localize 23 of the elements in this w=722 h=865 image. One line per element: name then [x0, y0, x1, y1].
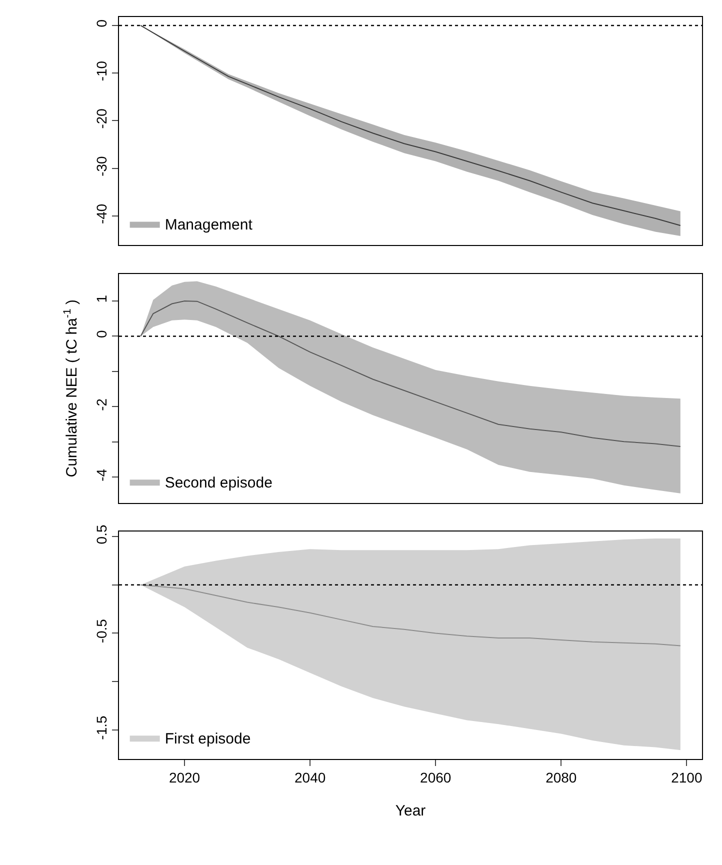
y-tick-label: -2 — [93, 398, 110, 411]
y-tick-label: 0.5 — [93, 524, 110, 544]
y-tick-label: -40 — [93, 204, 110, 224]
x-tick-label: 2020 — [168, 770, 200, 786]
y-tick-label: 1 — [93, 294, 110, 303]
y-tick-label: 0 — [93, 330, 110, 338]
y-tick-label: -1.5 — [93, 715, 110, 740]
y-tick-label: -4 — [93, 468, 110, 482]
legend-label: First episode — [164, 730, 251, 748]
x-tick-label: 2100 — [671, 770, 702, 786]
y-tick-label: -0.5 — [93, 618, 110, 644]
y-tick-label: -10 — [93, 60, 110, 82]
y-tick-label: -20 — [93, 108, 110, 129]
x-tick-label: 2080 — [546, 770, 577, 786]
x-tick-label: 2060 — [420, 770, 452, 786]
x-axis-title: Year — [395, 802, 426, 820]
y-tick-label: -30 — [93, 156, 110, 176]
line-series — [140, 300, 681, 448]
x-tick-label: 2040 — [294, 770, 326, 786]
y-tick-label: 0 — [93, 19, 110, 28]
legend-label: Second episode — [164, 474, 272, 492]
line-series — [140, 584, 681, 646]
legend-label: Management — [164, 216, 254, 234]
